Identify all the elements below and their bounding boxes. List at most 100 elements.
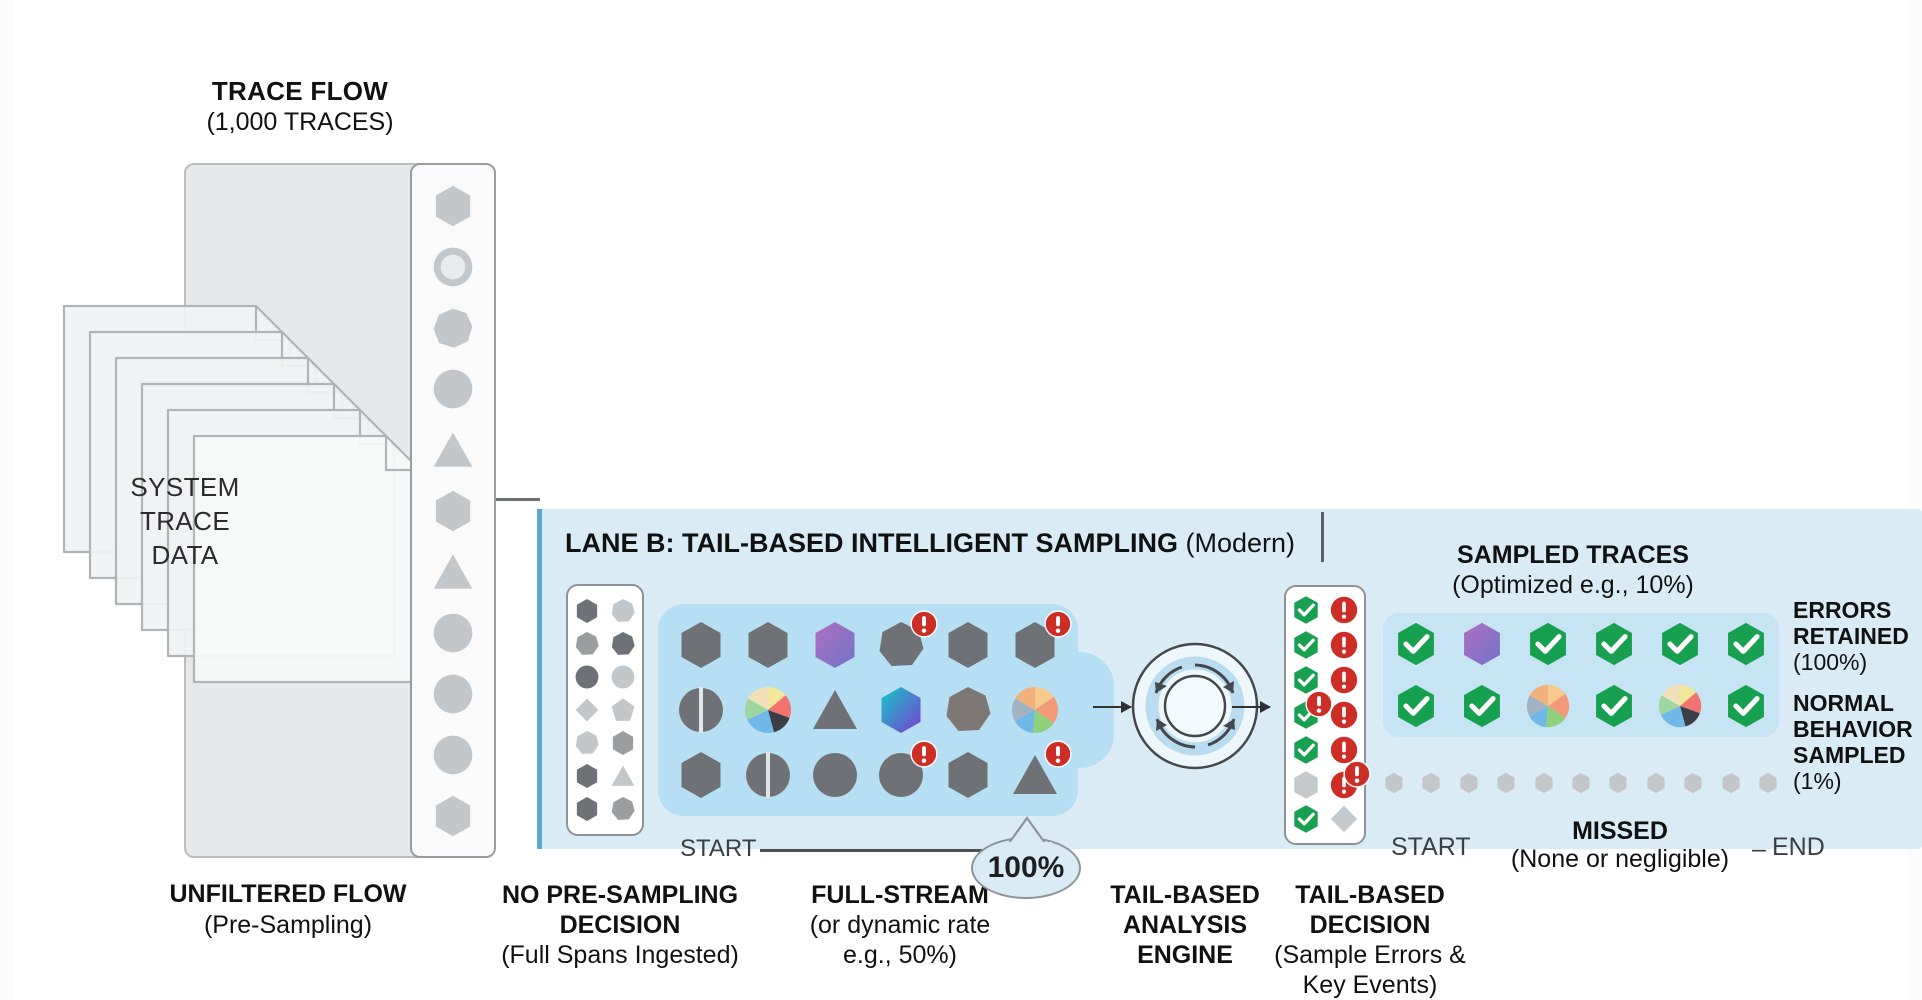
trace-shape-cell [1007, 682, 1063, 738]
hexagon-shape [943, 750, 993, 800]
caption-full-stream-sub: (or dynamic rate e.g., 50%) [809, 911, 991, 969]
circle-shape [431, 672, 475, 716]
sampled-trace-item [1657, 683, 1703, 729]
hexagon-shape [431, 794, 475, 838]
hexagon-shape [574, 598, 600, 624]
decision-row [1286, 760, 1371, 800]
lane-b-title-modern: (Modern) [1177, 528, 1296, 558]
hexagon-shape [810, 620, 860, 670]
dash-separator: – [1752, 835, 1766, 863]
triangle-shape [431, 550, 475, 594]
full-stream-panel [658, 604, 1078, 816]
missed-subtitle: (None or negligible) [1510, 845, 1730, 873]
sampled-traces-title: SAMPLED TRACES [1457, 541, 1689, 569]
check-green-shape [1291, 690, 1333, 730]
trace-shape-cell [1007, 610, 1072, 673]
split-circle-shape [676, 685, 726, 735]
errors-retained-pct: (100%) [1793, 649, 1868, 675]
alert-badge-icon [1044, 610, 1072, 638]
missed-trace-hexagon [1533, 772, 1555, 794]
triangle-shape [610, 763, 636, 789]
sampled-trace-item [1591, 621, 1637, 667]
hexagon-shape [1459, 621, 1505, 667]
sampled-trace-item [1591, 683, 1637, 729]
caption-full-stream-title: FULL-STREAM [811, 881, 989, 909]
trace-shape-cell [940, 682, 996, 738]
triangle-shape [431, 428, 475, 472]
sampled-trace-item [1723, 621, 1769, 667]
normal-behavior-pct: (1%) [1793, 768, 1842, 794]
alert-red-shape [1329, 595, 1359, 625]
circle-shape [876, 740, 938, 800]
sampled-trace-item [1657, 621, 1703, 667]
pie-shape [1010, 685, 1060, 735]
sampled-trace-item [1459, 683, 1505, 729]
start-label-right: START [1391, 833, 1471, 861]
lane-b-title: LANE B: TAIL-BASED INTELLIGENT SAMPLING … [565, 528, 1295, 559]
decision-row [1286, 595, 1364, 625]
diamond-gray-shape [1329, 804, 1359, 834]
heptagon-shape [610, 796, 636, 822]
caption-analysis-engine: TAIL-BASED ANALYSIS ENGINE [1085, 880, 1285, 970]
heptagon-shape [610, 598, 636, 624]
trace-shape-cell [673, 747, 729, 803]
trace-shape-cell [740, 682, 796, 738]
pre-sampling-row [568, 598, 642, 624]
arrow-to-engine-icon [1093, 701, 1132, 713]
caption-tail-based-decision: TAIL-BASED DECISION (Sample Errors & Key E… [1225, 880, 1515, 1000]
trace-shape-cell [740, 747, 796, 803]
page-right-strip [1908, 0, 1922, 1000]
hexagon-shape [610, 730, 636, 756]
pentagon-shape [610, 697, 636, 723]
system-trace-sheets [58, 280, 422, 684]
errors-retained-label: ERRORS RETAINED (100%) [1793, 597, 1922, 675]
hexagon-shape [676, 620, 726, 670]
full-stream-shape-grid [668, 610, 1072, 808]
hexagon-shape [431, 184, 475, 228]
sampled-trace-item [1459, 621, 1505, 667]
decision-row [1286, 630, 1364, 660]
hexagon-shape [431, 489, 475, 533]
check-green-shape [1291, 665, 1321, 695]
check-green-shape [1393, 621, 1439, 667]
trace-flow-subtitle: (1,000 TRACES) [206, 108, 394, 136]
check-green-shape [1393, 683, 1439, 729]
trace-shape-cell [873, 740, 938, 803]
missed-traces-row [1383, 770, 1779, 796]
tail-based-analysis-engine [1126, 637, 1264, 775]
caption-no-pre-sampling-title: NO PRE-SAMPLING DECISION [501, 881, 739, 939]
hexagon-shape [1010, 610, 1072, 670]
trace-shape-cell [873, 682, 929, 738]
normal-behavior-label: NORMAL BEHAVIOR SAMPLED (1%) [1793, 690, 1922, 794]
alert-red-shape [1329, 665, 1359, 695]
trace-flow-rail [410, 163, 496, 858]
missed-trace-hexagon [1682, 772, 1704, 794]
caption-analysis-engine-title: TAIL-BASED ANALYSIS ENGINE [1110, 881, 1260, 969]
trace-shape-cell [740, 617, 796, 673]
trace-shape-cell [807, 682, 863, 738]
missed-trace-hexagon [1757, 772, 1779, 794]
missed-trace-hexagon [1420, 772, 1442, 794]
circle-shape [810, 750, 860, 800]
caption-tail-based-decision-title: TAIL-BASED DECISION [1295, 881, 1445, 939]
trace-shape-cell [1007, 740, 1072, 803]
check-green-shape [1591, 621, 1637, 667]
sampled-trace-item [1393, 683, 1439, 729]
circle-shape [574, 664, 600, 690]
heptagon-shape [574, 631, 600, 657]
check-green-shape [1723, 621, 1769, 667]
no-pre-sampling-column [566, 584, 644, 836]
circle-shape [610, 664, 636, 690]
blob-shape [431, 306, 475, 350]
hexagon-shape [574, 796, 600, 822]
pie-shape [1525, 683, 1571, 729]
tail-based-decision-column [1284, 585, 1371, 845]
check-green-shape [1525, 621, 1571, 667]
check-green-shape [1291, 595, 1321, 625]
decision-row [1286, 735, 1364, 765]
missed-trace-hexagon [1495, 772, 1517, 794]
trace-shape-cell [807, 747, 863, 803]
pre-sampling-row [568, 730, 642, 756]
unfiltered-flow-subtitle: (Pre-Sampling) [203, 911, 373, 939]
end-label: END [1772, 833, 1825, 861]
